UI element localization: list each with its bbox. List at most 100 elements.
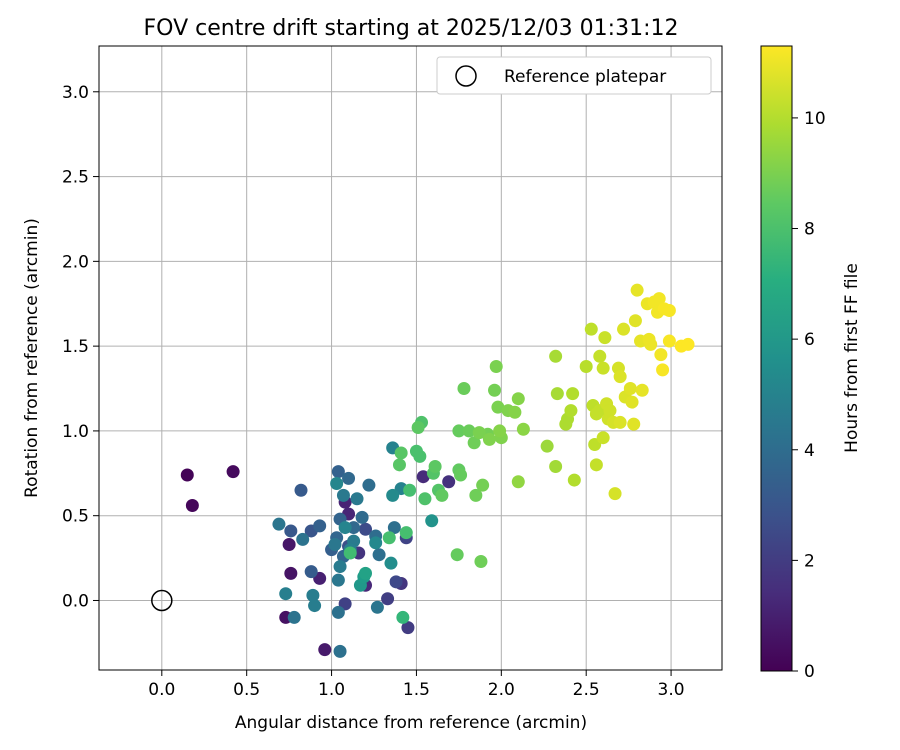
data-point: [343, 546, 357, 560]
data-point: [652, 292, 666, 306]
data-point: [623, 382, 637, 396]
data-point: [185, 499, 199, 513]
colorbar-gradient: [760, 45, 793, 672]
data-point: [401, 621, 415, 635]
data-point: [457, 382, 471, 396]
data-point: [370, 600, 384, 614]
data-point: [308, 599, 322, 613]
colorbar-tick-label: 4: [804, 441, 815, 461]
data-point: [596, 431, 610, 445]
data-point: [488, 383, 502, 397]
data-point: [608, 487, 622, 501]
data-point: [450, 548, 464, 562]
data-point: [416, 470, 430, 484]
data-point: [644, 337, 658, 351]
x-axis-title: Angular distance from reference (arcmin): [235, 713, 587, 733]
data-point: [355, 510, 369, 524]
y-tick-label: 1.5: [62, 337, 89, 357]
reference-marker: [151, 589, 173, 612]
data-point: [566, 387, 580, 401]
data-point: [469, 488, 483, 502]
y-tick-label: 1.0: [62, 422, 89, 442]
data-point: [654, 348, 668, 362]
data-point: [282, 538, 296, 552]
data-point: [330, 476, 344, 490]
data-point: [511, 475, 525, 489]
colorbar-tick-label: 10: [804, 109, 826, 129]
colorbar-title: Hours from first FF file: [842, 263, 862, 453]
x-tick-label: 2.0: [488, 680, 515, 700]
data-point: [382, 531, 396, 545]
data-point: [418, 492, 432, 506]
data-point: [428, 460, 442, 474]
data-point: [589, 458, 603, 472]
colorbar-tick-label: 2: [804, 551, 815, 571]
data-point: [359, 566, 373, 580]
data-point: [613, 415, 627, 429]
x-tick-label: 3.0: [658, 680, 685, 700]
data-point: [435, 488, 449, 502]
data-point: [630, 283, 644, 297]
data-point: [625, 395, 639, 409]
data-point: [452, 424, 466, 438]
data-point: [593, 349, 607, 363]
y-tick-label: 2.5: [62, 168, 89, 188]
data-point: [635, 383, 649, 397]
data-point: [617, 322, 631, 336]
colorbar-tick-label: 8: [804, 220, 815, 240]
data-point: [596, 361, 610, 375]
y-axis-title: Rotation from reference (arcmin): [22, 218, 42, 498]
data-point: [333, 644, 347, 658]
legend: Reference platepar: [436, 56, 712, 95]
data-point: [584, 322, 598, 336]
data-point: [331, 573, 345, 587]
data-point: [387, 521, 401, 535]
x-tick-label: 2.5: [573, 680, 600, 700]
data-point: [284, 566, 298, 580]
data-point: [462, 424, 476, 438]
data-point: [409, 444, 423, 458]
x-tick-label: 1.5: [403, 680, 430, 700]
data-point: [516, 422, 530, 436]
colorbar-ticks: 0 2 4 6 8 10: [792, 109, 826, 682]
data-point: [656, 363, 670, 377]
y-tick-label: 3.0: [62, 83, 89, 103]
data-point: [296, 532, 310, 546]
x-tick-label: 0.5: [233, 680, 260, 700]
data-point: [389, 575, 403, 589]
data-point: [662, 334, 676, 348]
data-point: [328, 538, 342, 552]
data-point: [331, 465, 345, 479]
data-point: [489, 359, 503, 373]
data-point: [384, 556, 398, 570]
data-point: [369, 536, 383, 550]
data-point: [313, 519, 327, 533]
data-point: [681, 337, 695, 351]
data-point: [482, 432, 496, 446]
data-point: [662, 304, 676, 318]
data-point: [467, 436, 481, 450]
data-point: [394, 446, 408, 460]
data-point: [372, 548, 386, 562]
reference-platepar-point: [151, 589, 173, 612]
data-point: [550, 387, 564, 401]
data-point: [474, 554, 488, 568]
data-point: [294, 483, 308, 497]
data-point: [180, 468, 194, 482]
data-point: [628, 314, 642, 328]
legend-marker: [455, 65, 477, 87]
data-point: [403, 483, 417, 497]
data-point: [350, 492, 364, 506]
plot-frame: [98, 45, 723, 671]
data-point: [304, 565, 318, 579]
data-point: [598, 331, 612, 345]
data-point: [392, 458, 406, 472]
data-point: [613, 370, 627, 384]
data-point: [272, 517, 286, 531]
data-point: [603, 404, 617, 418]
data-point: [442, 475, 456, 489]
data-point: [491, 400, 505, 414]
colorbar-tick-label: 0: [804, 662, 815, 682]
legend-label: Reference platepar: [504, 67, 666, 87]
